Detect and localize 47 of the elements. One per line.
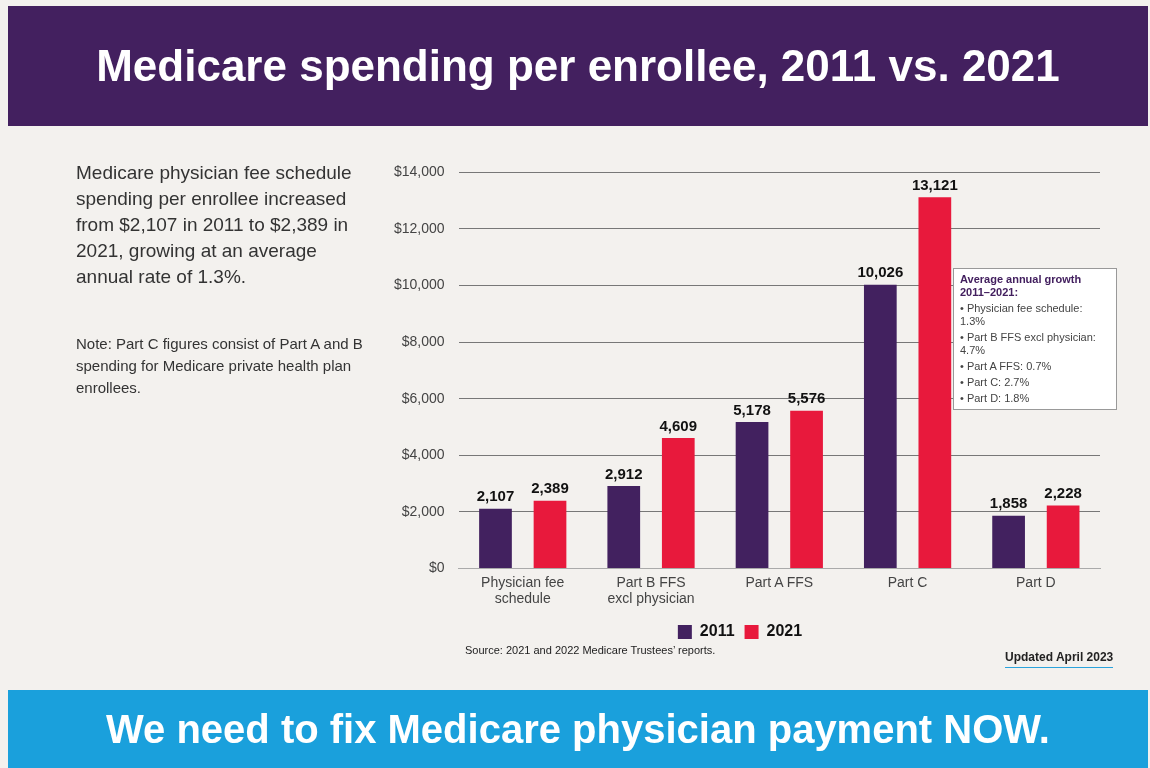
bar: [918, 197, 952, 568]
y-tick-label: $14,000: [394, 163, 445, 180]
legend-label: 2021: [766, 622, 803, 640]
bar: [661, 438, 695, 568]
data-label: 2,228: [1044, 484, 1082, 502]
data-label: 2,389: [531, 479, 569, 497]
text: Medicare physician fee schedule spending per enrollee increased from $2,107 in 2011 to $2,389 in 2021, growing at an average annual rate of 1.3%.: [76, 161, 353, 289]
bar: [863, 284, 897, 568]
y-tick-label: $4,000: [401, 446, 445, 463]
annotation: • Part B FFS excl physician: 4.7%: [960, 331, 1097, 357]
x-tick-label: Physician fee schedule: [481, 573, 565, 607]
data-label: 5,576: [787, 389, 826, 407]
annotation: Average annual growth 2011–2021:: [960, 273, 1083, 299]
data-label: 13,121: [911, 175, 958, 193]
y-tick-label: $2,000: [401, 502, 445, 519]
bar: [790, 410, 823, 568]
bar: [533, 500, 567, 568]
y-tick-label: $0: [429, 559, 445, 576]
y-tick-label: $6,000: [401, 389, 445, 406]
annotation: • Physician fee schedule: 1.3%: [960, 302, 1084, 328]
text: We need to fix Medicare physician payment NOW.: [8, 690, 1148, 768]
bar: [1046, 505, 1080, 568]
data-label: 1,858: [989, 494, 1028, 512]
data-label: 5,178: [733, 400, 771, 418]
data-label: 2,912: [604, 464, 643, 482]
x-tick-label: Part A FFS: [745, 573, 814, 590]
bar: [607, 486, 641, 568]
x-tick-label: Part C: [887, 573, 928, 590]
y-tick-label: $12,000: [394, 219, 445, 236]
data-label: 4,609: [659, 416, 698, 434]
chart-title: Medicare spending per enrollee, 2011 vs. 2021: [8, 6, 1148, 126]
x-tick-label: Part B FFS excl physician: [607, 573, 695, 607]
x-tick-label: Part D: [1016, 573, 1056, 590]
bar: [992, 515, 1025, 568]
y-tick-label: $8,000: [401, 332, 445, 349]
text: Note: Part C figures consist of Part A and B spending for Medicare private health plan enrollees.: [76, 334, 364, 398]
source-note: Source: 2021 and 2022 Medicare Trustees’ reports.: [465, 644, 716, 656]
bar: [735, 421, 769, 568]
bar: [479, 508, 512, 568]
data-label: 2,107: [476, 487, 515, 505]
data-label: 10,026: [857, 263, 904, 281]
annotation: • Part A FFS: 0.7%: [960, 360, 1053, 373]
annotation: • Part C: 2.7%: [960, 376, 1031, 389]
text: Updated April 2023: [1005, 650, 1114, 668]
legend-label: 2011: [699, 622, 735, 640]
y-tick-label: $10,000: [394, 276, 445, 293]
annotation: • Part D: 1.8%: [960, 392, 1031, 405]
